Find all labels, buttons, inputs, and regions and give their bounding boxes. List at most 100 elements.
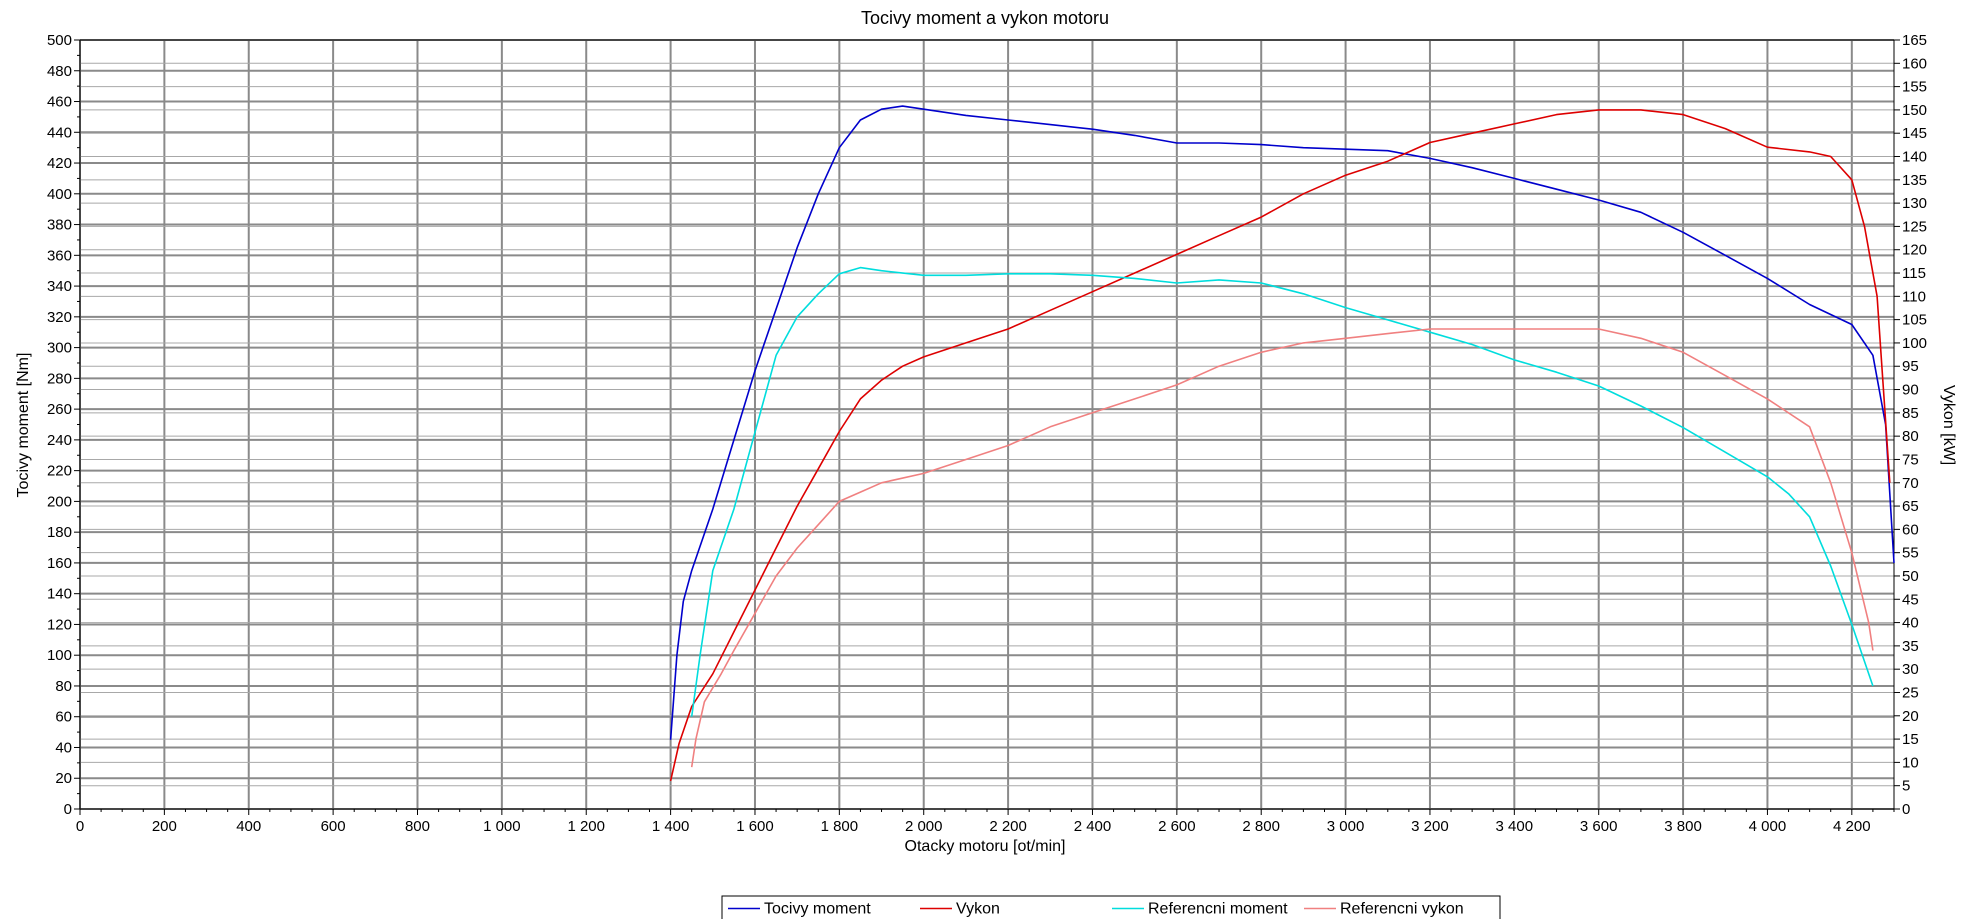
y2-tick-label: 55 xyxy=(1902,545,1919,562)
x-tick-label: 400 xyxy=(236,818,261,835)
y2-tick-label: 35 xyxy=(1902,638,1919,655)
y-tick-label: 160 xyxy=(47,555,72,572)
y2-tick-label: 15 xyxy=(1902,731,1919,748)
legend-label: Referencni vykon xyxy=(1340,901,1464,918)
chart-title: Tocivy moment a vykon motoru xyxy=(861,8,1109,28)
x-tick-label: 800 xyxy=(405,818,430,835)
x-tick-label: 3 600 xyxy=(1580,818,1618,835)
axis-ticks: 0 200 400 600 800 1 000 1 200 1 400 1 600 1 800 2 … xyxy=(47,32,1927,835)
x-tick-label: 1 800 xyxy=(821,818,859,835)
x-tick-label: 2 000 xyxy=(905,818,943,835)
y-axis-title: Tocivy moment [Nm] xyxy=(15,353,32,498)
y-tick-label: 220 xyxy=(47,463,72,480)
y-tick-label: 500 xyxy=(47,32,72,49)
y-tick-label: 180 xyxy=(47,524,72,541)
legend-label: Referencni moment xyxy=(1148,901,1288,918)
x-tick-label: 1 000 xyxy=(483,818,521,835)
y2-tick-label: 135 xyxy=(1902,172,1927,189)
y2-tick-label: 10 xyxy=(1902,754,1919,771)
y-tick-label: 460 xyxy=(47,94,72,111)
x-tick-label: 2 800 xyxy=(1242,818,1280,835)
y2-tick-label: 50 xyxy=(1902,568,1919,585)
y2-tick-label: 95 xyxy=(1902,358,1919,375)
y2-tick-label: 155 xyxy=(1902,79,1927,96)
y-tick-label: 420 xyxy=(47,155,72,172)
y2-tick-label: 125 xyxy=(1902,218,1927,235)
x-tick-label: 3 000 xyxy=(1327,818,1365,835)
y-tick-label: 380 xyxy=(47,217,72,234)
y2-tick-label: 110 xyxy=(1902,288,1926,305)
y2-tick-label: 140 xyxy=(1902,149,1927,166)
y-tick-label: 240 xyxy=(47,432,72,449)
x-tick-label: 1 400 xyxy=(652,818,690,835)
y-tick-label: 20 xyxy=(55,770,72,787)
y-tick-label: 40 xyxy=(55,739,72,756)
y-tick-label: 0 xyxy=(64,801,72,818)
y2-tick-label: 120 xyxy=(1902,242,1927,259)
series-line xyxy=(690,266,1874,717)
x-tick-label: 2 400 xyxy=(1074,818,1112,835)
y2-tick-label: 105 xyxy=(1902,312,1927,329)
y2-tick-label: 115 xyxy=(1902,265,1926,282)
y2-tick-label: 160 xyxy=(1902,55,1927,72)
x-tick-label: 200 xyxy=(152,818,177,835)
y2-tick-label: 45 xyxy=(1902,591,1919,608)
y-tick-label: 80 xyxy=(55,678,72,695)
x-axis-title: Otacky motoru [ot/min] xyxy=(905,838,1066,855)
y2-tick-label: 100 xyxy=(1902,335,1927,352)
y2-tick-label: 60 xyxy=(1902,521,1919,538)
series-line xyxy=(669,109,1891,782)
y-tick-label: 120 xyxy=(47,616,72,633)
x-tick-label: 4 000 xyxy=(1749,818,1787,835)
y2-tick-label: 165 xyxy=(1902,32,1927,49)
y2-tick-label: 65 xyxy=(1902,498,1919,515)
x-tick-label: 2 600 xyxy=(1158,818,1196,835)
y2-tick-label: 90 xyxy=(1902,382,1919,399)
series-line xyxy=(669,105,1895,740)
legend-label: Vykon xyxy=(956,901,1000,918)
y2-tick-label: 20 xyxy=(1902,708,1919,725)
y-tick-label: 140 xyxy=(47,586,72,603)
grid xyxy=(79,39,1894,810)
y2-tick-label: 5 xyxy=(1902,778,1910,795)
y-tick-label: 280 xyxy=(47,370,72,387)
y-tick-label: 60 xyxy=(55,709,72,726)
y-tick-label: 360 xyxy=(47,247,72,264)
legend-box xyxy=(721,895,1501,919)
y-tick-label: 480 xyxy=(47,63,72,80)
x-tick-label: 1 600 xyxy=(736,818,774,835)
y-tick-label: 440 xyxy=(47,124,72,141)
y2-tick-label: 80 xyxy=(1902,428,1919,445)
y2-tick-label: 150 xyxy=(1902,102,1927,119)
y2-axis-title: Vykon [kW] xyxy=(1940,385,1957,465)
x-tick-label: 3 800 xyxy=(1664,818,1702,835)
y2-tick-label: 130 xyxy=(1902,195,1927,212)
y-tick-label: 400 xyxy=(47,186,72,203)
x-tick-label: 0 xyxy=(76,818,84,835)
legend-label: Tocivy moment xyxy=(764,901,871,918)
y-tick-label: 320 xyxy=(47,309,72,326)
y-tick-label: 300 xyxy=(47,340,72,357)
legend: Tocivy moment Vykon Referencni moment Refer… xyxy=(721,895,1501,919)
x-tick-label: 4 200 xyxy=(1833,818,1871,835)
y2-tick-label: 145 xyxy=(1902,125,1927,142)
y2-tick-label: 70 xyxy=(1902,475,1919,492)
y2-tick-label: 25 xyxy=(1902,684,1919,701)
series-line xyxy=(690,328,1874,768)
y-tick-label: 200 xyxy=(47,493,72,510)
series xyxy=(669,105,1895,782)
y-tick-label: 100 xyxy=(47,647,72,664)
y2-tick-label: 0 xyxy=(1902,801,1910,818)
y-tick-label: 260 xyxy=(47,401,72,418)
x-tick-label: 3 400 xyxy=(1496,818,1534,835)
x-tick-label: 3 200 xyxy=(1411,818,1449,835)
x-tick-label: 1 200 xyxy=(567,818,605,835)
y2-tick-label: 85 xyxy=(1902,405,1919,422)
y2-tick-label: 40 xyxy=(1902,615,1919,632)
y2-tick-label: 30 xyxy=(1902,661,1919,678)
x-tick-label: 2 200 xyxy=(989,818,1027,835)
y-tick-label: 340 xyxy=(47,278,72,295)
x-tick-label: 600 xyxy=(321,818,346,835)
